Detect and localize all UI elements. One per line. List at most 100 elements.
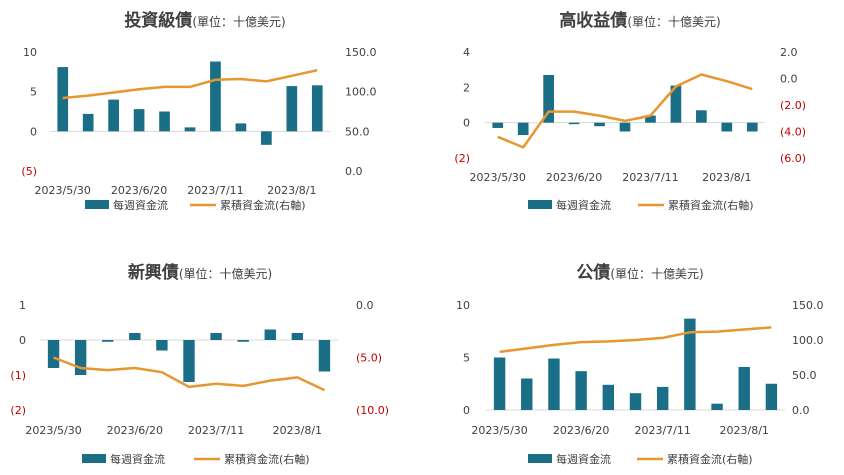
x-tick-label: 2023/8/1: [273, 424, 322, 437]
bar: [521, 378, 533, 410]
x-tick-label: 2023/7/11: [634, 424, 690, 437]
bar: [746, 122, 758, 132]
y-right-tick-label: 0.0: [780, 73, 798, 86]
y-right-tick-label: 150.0: [345, 46, 377, 59]
bar: [159, 111, 170, 132]
bar: [594, 122, 605, 127]
x-tick-label: 2023/8/1: [267, 184, 316, 197]
bar: [575, 371, 587, 410]
y-left-tick-label: 0: [30, 125, 37, 138]
x-tick-label: 2023/8/1: [720, 424, 769, 437]
x-tick-label: 2023/6/20: [553, 424, 609, 437]
bar: [235, 123, 247, 132]
legend-bar-label: 每週資金流: [556, 452, 611, 466]
bar: [656, 386, 669, 410]
legend-bar-label: 每週資金流: [110, 452, 165, 466]
chart-title: 新興債(單位：十億美元): [128, 262, 272, 283]
bar: [670, 85, 682, 123]
y-right-tick-label: 100.0: [792, 334, 824, 347]
bar: [517, 122, 529, 136]
legend-line-label: 累積資金流(右軸): [668, 198, 754, 212]
y-left-tick-label: 5: [463, 352, 470, 365]
y-left-tick-label: (2): [10, 404, 26, 417]
bar: [543, 74, 554, 123]
legend-line-label: 累積資金流(右軸): [667, 452, 753, 466]
bar: [108, 99, 119, 132]
bar: [629, 393, 642, 410]
y-right-tick-label: 0.0: [356, 299, 374, 312]
bar: [264, 329, 276, 340]
bar: [74, 340, 87, 375]
bar: [721, 122, 733, 132]
y-right-tick-label: 50.0: [792, 369, 817, 382]
bar: [57, 67, 69, 132]
cumulative-line: [499, 326, 772, 354]
legend-bar-label: 每週資金流: [556, 198, 611, 212]
bar: [711, 403, 723, 410]
x-tick-label: 2023/6/20: [546, 171, 602, 184]
y-left-tick-label: 5: [30, 86, 37, 99]
bar: [548, 358, 560, 410]
y-left-tick-label: 0: [463, 117, 470, 130]
x-tick-label: 2023/5/30: [471, 424, 527, 437]
chart-title-unit: (單位：十億美元): [192, 14, 285, 29]
bar: [210, 61, 221, 132]
legend-line-label: 累積資金流(右軸): [224, 452, 310, 466]
chart-title: 公債(單位：十億美元): [576, 262, 703, 283]
bar: [696, 110, 707, 123]
bar: [47, 340, 60, 368]
y-right-tick-label: 2.0: [780, 46, 798, 59]
y-left-tick-label: 10: [456, 299, 470, 312]
chart-title-unit: (單位：十億美元): [179, 266, 272, 281]
chart-title: 投資級債(單位：十億美元): [124, 10, 285, 31]
y-left-tick-label: 4: [463, 46, 470, 59]
y-right-tick-label: 0.0: [792, 404, 810, 417]
cumulative-line: [53, 356, 326, 392]
y-left-tick-label: 0: [463, 404, 470, 417]
y-right-tick-label: 0.0: [345, 165, 363, 178]
chart-title-main: 高收益債: [559, 10, 627, 31]
bar: [568, 122, 580, 125]
bar: [102, 340, 114, 342]
bar: [765, 383, 778, 410]
bar: [684, 318, 696, 410]
chart-title-main: 投資級債: [124, 10, 192, 31]
y-left-tick-label: (2): [454, 152, 470, 165]
legend-bar-swatch: [528, 200, 552, 209]
y-left-tick-label: 0: [19, 334, 26, 347]
x-tick-label: 2023/5/30: [470, 171, 526, 184]
bar: [156, 340, 168, 351]
cumulative-line: [62, 68, 318, 100]
cumulative-line: [497, 73, 753, 149]
bar: [133, 109, 145, 132]
legend-line-label: 累積資金流(右軸): [220, 198, 306, 212]
chart-title-main: 公債: [576, 262, 610, 283]
x-tick-label: 2023/7/11: [622, 171, 678, 184]
bar: [129, 333, 141, 340]
chart-title-main: 新興債: [128, 262, 179, 283]
y-right-tick-label: (5.0): [356, 352, 382, 365]
legend-bar-swatch: [528, 454, 552, 463]
chart-title: 高收益債(單位：十億美元): [559, 10, 720, 31]
bar: [738, 366, 750, 410]
y-left-tick-label: 1: [19, 299, 26, 312]
bar: [237, 340, 249, 342]
y-right-tick-label: (4.0): [780, 126, 806, 139]
x-tick-label: 2023/7/11: [187, 184, 243, 197]
legend-bar-swatch: [82, 454, 106, 463]
x-tick-label: 2023/6/20: [107, 424, 163, 437]
y-right-tick-label: (2.0): [780, 99, 806, 112]
y-left-tick-label: 10: [23, 46, 37, 59]
x-tick-label: 2023/5/30: [35, 184, 91, 197]
bar: [210, 333, 222, 340]
bar: [619, 122, 631, 132]
bar: [645, 115, 656, 123]
bar: [261, 131, 272, 145]
x-tick-label: 2023/6/20: [111, 184, 167, 197]
y-left-tick-label: 2: [463, 81, 470, 94]
